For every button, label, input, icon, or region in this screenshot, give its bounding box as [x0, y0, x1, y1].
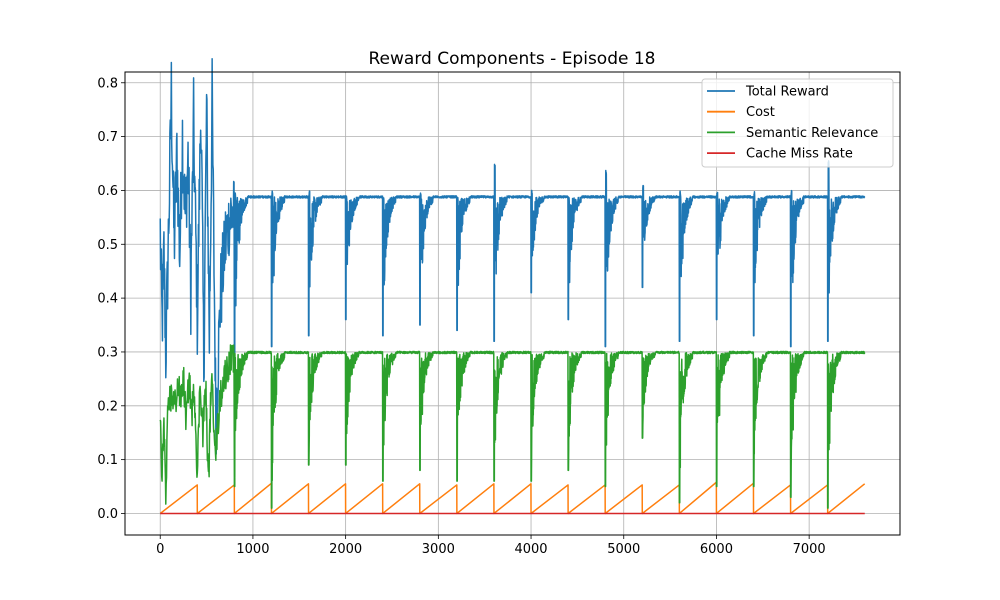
y-tick-label: 0.4	[97, 292, 118, 307]
x-tick-label: 4000	[514, 542, 547, 557]
axis-ticks: 0 1000 2000 3000 4000 5000 6000 7000 0.0 0.1 0.2 0.…	[97, 76, 825, 557]
legend-entry-label: Semantic Relevance	[746, 126, 878, 141]
x-tick-label: 1000	[236, 542, 269, 557]
x-tick-label: 0	[156, 542, 164, 557]
chart-title: Reward Components - Episode 18	[368, 49, 655, 69]
plot-frame	[124, 71, 901, 536]
y-tick-label: 0.1	[97, 453, 118, 468]
series-layer	[159, 58, 866, 515]
series-semantic-relevance-line	[159, 344, 866, 509]
x-tick-label: 3000	[422, 542, 455, 557]
series-cost-line	[159, 481, 866, 515]
y-tick-label: 0.7	[97, 130, 118, 145]
x-tick-label: 5000	[607, 542, 640, 557]
legend-entry-label: Total Reward	[745, 85, 829, 100]
legend-entry-label: Cache Miss Rate	[746, 147, 853, 162]
y-tick-label: 0.3	[97, 345, 118, 360]
x-tick-label: 6000	[700, 542, 733, 557]
y-tick-label: 0.5	[97, 238, 118, 253]
legend-entry-label: Cost	[746, 105, 775, 120]
x-tick-label: 2000	[329, 542, 362, 557]
y-tick-label: 0.2	[97, 399, 118, 414]
y-tick-label: 0.0	[97, 507, 118, 522]
y-tick-label: 0.8	[97, 76, 118, 91]
y-tick-label: 0.6	[97, 184, 118, 199]
series-total-reward-line	[159, 58, 866, 455]
legend-box	[701, 78, 894, 168]
legend: Total Reward Cost Semantic Relevance Cache …	[701, 78, 894, 168]
x-tick-label: 7000	[793, 542, 826, 557]
